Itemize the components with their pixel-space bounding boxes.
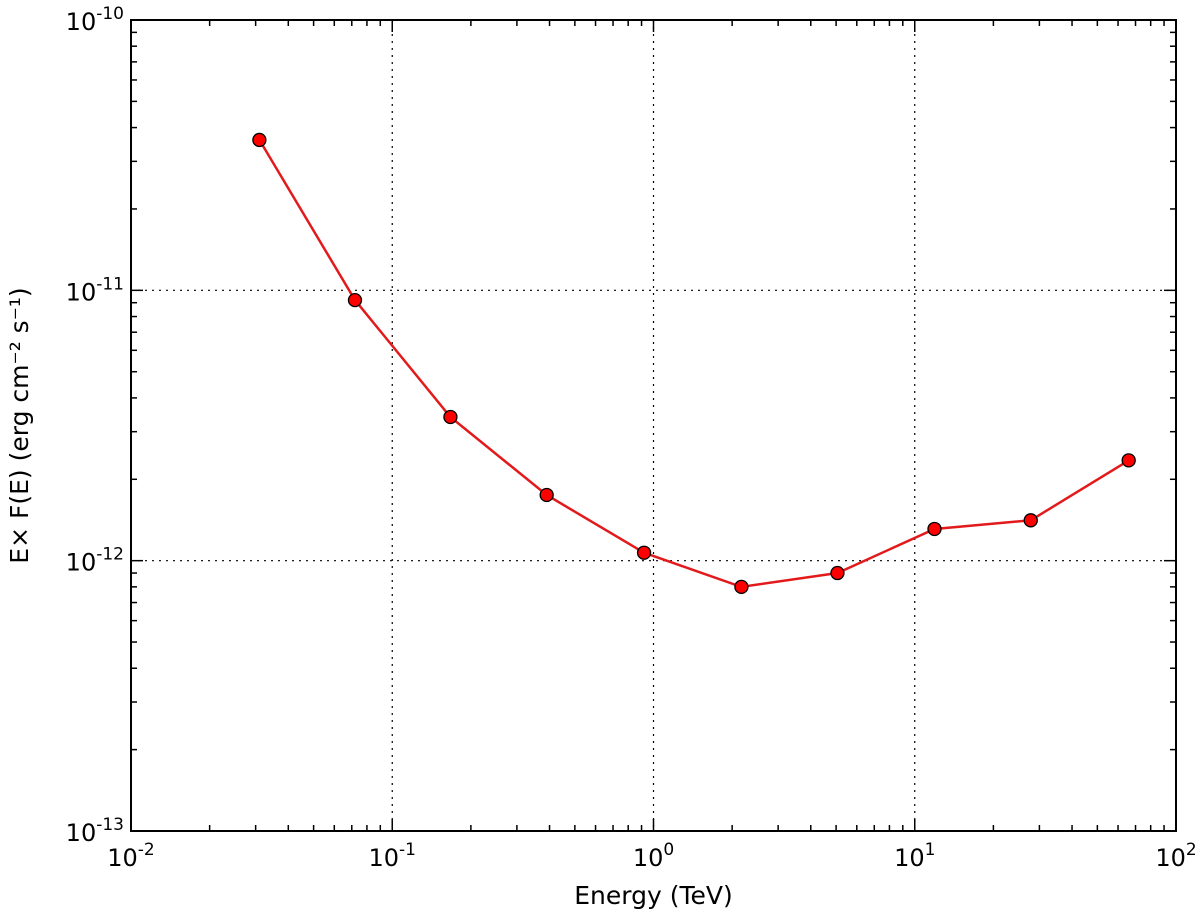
data-point [347,292,363,308]
data-point [1023,513,1038,528]
x-tick-label: 102 [1155,840,1196,872]
data-point [1121,453,1136,468]
data-point [252,132,267,148]
data-point [443,409,458,425]
x-tick-label: 10-2 [107,840,155,872]
data-point [636,545,652,560]
data-point [734,579,749,595]
series-line [258,139,1130,589]
grid [131,20,1176,831]
plot-area-frame [130,19,1177,832]
data-point [927,521,942,537]
y-tick-label: 10-13 [66,815,124,847]
y-tick-label: 10-12 [66,545,124,577]
y-tick-label: 10-11 [66,274,124,306]
data-point [830,565,845,581]
x-tick-label: 10-1 [369,840,417,872]
series-group [252,132,1136,595]
data-point [539,487,554,503]
y-tick-label: 10-10 [66,4,124,36]
ticks [130,19,1177,832]
tick-labels: 10-2 10-1 100 101 102 10-13 10-12 10-11 10-10 [66,4,1197,872]
y-axis-label: E× F(E) (erg cm⁻² s⁻¹) [5,287,34,563]
x-axis-label: Energy (TeV) [574,881,732,910]
x-tick-label: 100 [633,840,674,872]
x-tick-label: 101 [894,840,935,872]
